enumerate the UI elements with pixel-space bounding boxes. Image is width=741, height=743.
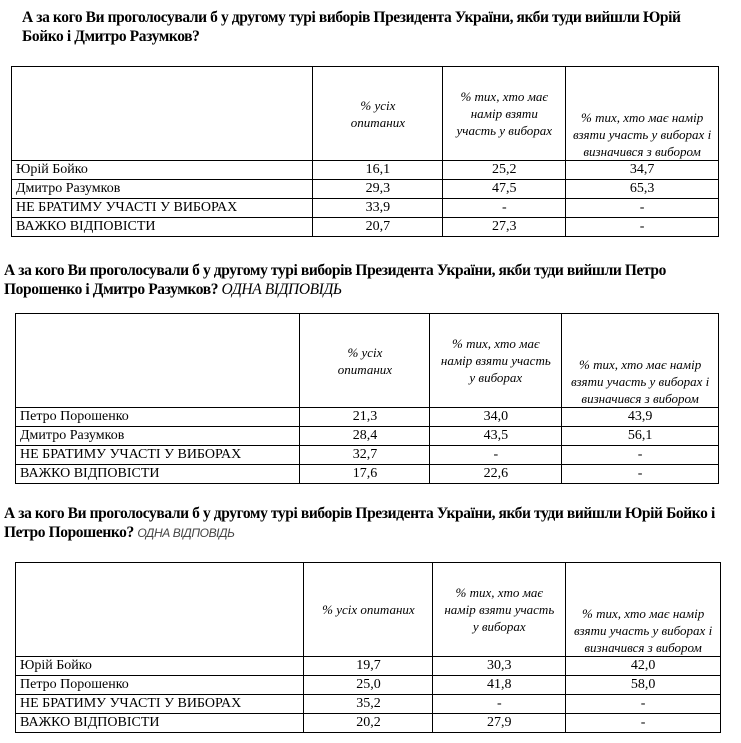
- cell-value: 16,1: [312, 160, 444, 180]
- cell-value: 43,9: [561, 407, 719, 427]
- header-all: % усіх опитаних: [299, 313, 431, 408]
- cell-value: 42,0: [565, 656, 721, 676]
- cell-value: 20,2: [303, 713, 434, 733]
- row-label: Петро Порошенко: [14, 675, 305, 695]
- cell-value: 35,2: [303, 694, 434, 714]
- table-row: Дмитро Разумков 28,4 43,5 56,1: [14, 426, 719, 446]
- table-row: Юрій Бойко 19,7 30,3 42,0: [14, 656, 721, 676]
- cell-value: 19,7: [303, 656, 434, 676]
- row-label: ВАЖКО ВІДПОВІСТИ: [14, 713, 305, 733]
- table-row: ВАЖКО ВІДПОВІСТИ 20,7 27,3-: [10, 217, 719, 237]
- cell-value: 65,3: [565, 179, 719, 199]
- cell-value: 33,9: [312, 198, 444, 218]
- header-voters: % тих, хто має намір взяти участь у вибо…: [442, 66, 567, 161]
- row-label: НЕ БРАТИМУ УЧАСТІ У ВИБОРАХ: [14, 445, 301, 465]
- question-text: А за кого Ви проголосували б у другому т…: [22, 9, 681, 45]
- answer-note: ОДНА ВІДПОВІДЬ: [137, 526, 235, 540]
- cell-value: -: [561, 464, 719, 484]
- row-label: Дмитро Разумков: [14, 426, 301, 446]
- cell-value: 21,3: [299, 407, 431, 427]
- question-text: А за кого Ви проголосували б у другому т…: [4, 505, 715, 541]
- row-label: Дмитро Разумков: [10, 179, 314, 199]
- cell-value: 25,2: [442, 160, 567, 180]
- cell-value: 56,1: [561, 426, 719, 446]
- cell-value: 17,6: [299, 464, 431, 484]
- cell-value: 20,7: [312, 217, 444, 237]
- row-label: Петро Порошенко: [14, 407, 301, 427]
- table-row: Юрій Бойко 16,1 25,2 34,7: [10, 160, 719, 180]
- header-empty: [14, 562, 305, 657]
- cell-value: -: [565, 713, 721, 733]
- cell-value: 22,6: [429, 464, 563, 484]
- cell-value: 43,5: [429, 426, 563, 446]
- question-title-1: А за кого Ви проголосували б у другому т…: [22, 8, 722, 46]
- header-decided: % тих, хто має намір взяти участь у вибо…: [565, 66, 719, 161]
- table-row: НЕ БРАТИМУ УЧАСТІ У ВИБОРАХ 35,2- -: [14, 694, 721, 714]
- table-row: ВАЖКО ВІДПОВІСТИ 20,2 27,9-: [14, 713, 721, 733]
- row-label: Юрій Бойко: [10, 160, 314, 180]
- table-row: Дмитро Разумков 29,3 47,5 65,3: [10, 179, 719, 199]
- row-label: НЕ БРАТИМУ УЧАСТІ У ВИБОРАХ: [10, 198, 314, 218]
- cell-value: -: [442, 198, 567, 218]
- cell-value: -: [565, 198, 719, 218]
- header-voters: % тих, хто має намір взяти участь у вибо…: [429, 313, 563, 408]
- cell-value: -: [565, 694, 721, 714]
- table-row: НЕ БРАТИМУ УЧАСТІ У ВИБОРАХ 32,7- -: [14, 445, 719, 465]
- cell-value: 28,4: [299, 426, 431, 446]
- row-label: ВАЖКО ВІДПОВІСТИ: [10, 217, 314, 237]
- cell-value: 41,8: [432, 675, 567, 695]
- cell-value: -: [565, 217, 719, 237]
- cell-value: 29,3: [312, 179, 444, 199]
- header-empty: [10, 66, 314, 161]
- cell-value: -: [432, 694, 567, 714]
- cell-value: 58,0: [565, 675, 721, 695]
- header-decided: % тих, хто має намір взяти участь у вибо…: [561, 313, 719, 408]
- row-label: Юрій Бойко: [14, 656, 305, 676]
- cell-value: 25,0: [303, 675, 434, 695]
- cell-value: 27,9: [432, 713, 567, 733]
- question-text: А за кого Ви проголосували б у другому т…: [4, 262, 666, 298]
- header-empty: [14, 313, 301, 408]
- question-title-2: А за кого Ви проголосували б у другому т…: [4, 261, 724, 299]
- table-row: ВАЖКО ВІДПОВІСТИ 17,6 22,6-: [14, 464, 719, 484]
- table-row: Петро Порошенко 25,0 41,8 58,0: [14, 675, 721, 695]
- header-voters: % тих, хто має намір взяти участь у вибо…: [432, 562, 567, 657]
- header-all: % усіх опитаних: [312, 66, 444, 161]
- cell-value: -: [429, 445, 563, 465]
- cell-value: -: [561, 445, 719, 465]
- cell-value: 32,7: [299, 445, 431, 465]
- table-row: Петро Порошенко 21,3 34,0 43,9: [14, 407, 719, 427]
- results-table-1: % усіх опитаних % тих, хто має намір взя…: [10, 66, 719, 237]
- answer-note: ОДНА ВІДПОВІДЬ: [221, 281, 343, 298]
- header-all: % усіх опитаних: [303, 562, 434, 657]
- table-row: НЕ БРАТИМУ УЧАСТІ У ВИБОРАХ 33,9- -: [10, 198, 719, 218]
- cell-value: 30,3: [432, 656, 567, 676]
- cell-value: 27,3: [442, 217, 567, 237]
- results-table-2: % усіх опитаних % тих, хто має намір взя…: [14, 313, 719, 484]
- cell-value: 34,0: [429, 407, 563, 427]
- header-decided: % тих, хто має намір взяти участь у вибо…: [565, 562, 721, 657]
- cell-value: 47,5: [442, 179, 567, 199]
- row-label: ВАЖКО ВІДПОВІСТИ: [14, 464, 301, 484]
- cell-value: 34,7: [565, 160, 719, 180]
- question-title-3: А за кого Ви проголосували б у другому т…: [4, 504, 724, 543]
- results-table-3: % усіх опитаних % тих, хто має намір взя…: [14, 562, 721, 733]
- row-label: НЕ БРАТИМУ УЧАСТІ У ВИБОРАХ: [14, 694, 305, 714]
